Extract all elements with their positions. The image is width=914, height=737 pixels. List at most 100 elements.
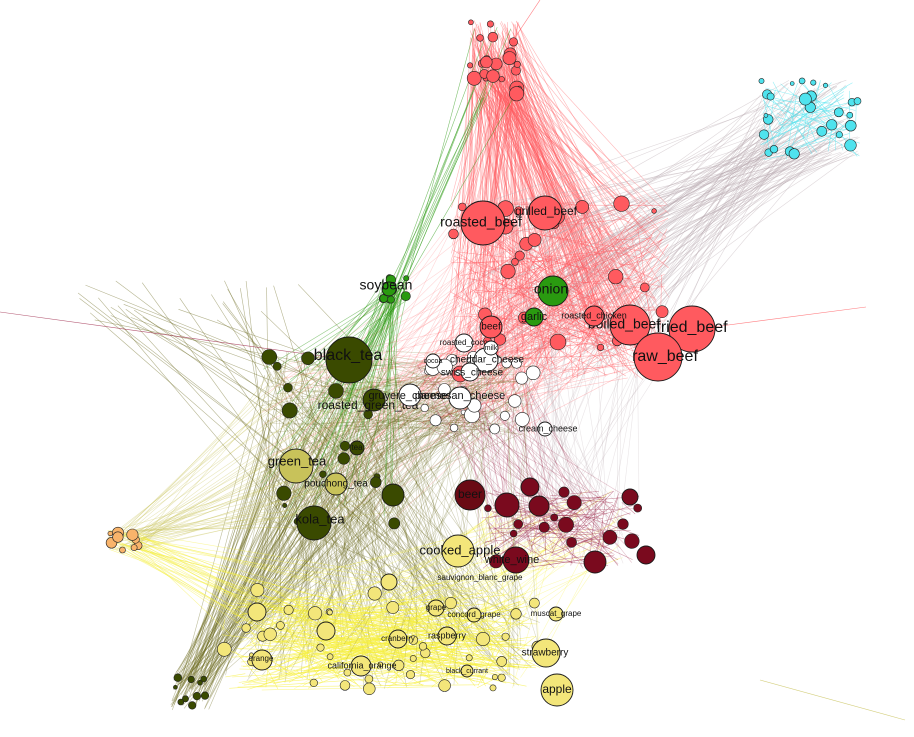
node-tea-dark-2[interactable] [381,483,405,507]
node-pouchong-tea[interactable] [324,472,348,496]
minor-node-7-4[interactable] [337,452,350,465]
minor-node-2-4[interactable] [835,131,843,139]
minor-node-5-6[interactable] [408,635,419,645]
minor-node-2-10[interactable] [758,78,765,84]
node-orange[interactable] [251,649,273,671]
minor-node-9-8[interactable] [200,691,210,700]
node-gruyere-cheese[interactable] [398,383,422,407]
minor-node-6-8[interactable] [112,531,124,543]
node-wine-7[interactable] [621,488,639,506]
node-milk[interactable] [483,340,499,356]
minor-node-1-7[interactable] [655,305,669,319]
node-grilled-beef[interactable] [527,195,563,231]
node-strawberry[interactable] [531,638,561,668]
minor-node-7-10[interactable] [363,409,373,420]
node-swiss-cheese[interactable] [460,362,480,382]
minor-node-9-2[interactable] [177,698,185,706]
node-roasted-green-tea[interactable] [362,388,386,412]
minor-node-4-12[interactable] [602,529,618,545]
node-raspberry[interactable] [437,626,457,646]
minor-node-9-0[interactable] [182,695,189,703]
minor-node-8-8[interactable] [403,275,410,282]
minor-node-6-9[interactable] [130,544,138,551]
minor-node-4-11[interactable] [624,533,640,549]
minor-node-4-9[interactable] [566,495,582,510]
node-parmesan-cheese[interactable] [448,386,472,410]
node-boiled-beef[interactable] [609,304,651,346]
minor-node-3-23[interactable] [420,403,429,413]
minor-node-0-15[interactable] [476,34,484,42]
minor-node-1-3[interactable] [575,200,590,214]
minor-node-5-21[interactable] [444,596,457,609]
node-kola-tea[interactable] [296,505,332,541]
minor-node-5-36[interactable] [363,682,376,695]
minor-node-5-8[interactable] [250,583,265,597]
minor-node-1-12[interactable] [639,282,650,293]
minor-node-5-14[interactable] [475,631,490,646]
minor-node-4-2[interactable] [558,516,574,533]
minor-node-7-7[interactable] [370,476,382,488]
minor-node-5-24[interactable] [343,668,352,677]
node-white-wine[interactable] [502,546,530,574]
minor-node-6-5[interactable] [119,546,126,554]
minor-node-1-4[interactable] [549,333,567,351]
minor-node-5-16[interactable] [418,642,428,651]
node-fruit-2[interactable] [316,621,336,641]
minor-node-7-12[interactable] [272,361,282,371]
node-grape[interactable] [427,599,445,617]
minor-node-5-29[interactable] [405,670,415,680]
minor-node-5-5[interactable] [217,641,232,657]
minor-node-3-15[interactable] [499,410,510,421]
minor-node-4-14[interactable] [509,529,518,538]
minor-node-0-6[interactable] [486,20,494,28]
node-black-currant[interactable] [460,664,474,678]
node-concord-grape[interactable] [466,607,482,623]
minor-node-6-6[interactable] [107,530,113,537]
minor-node-5-9[interactable] [510,608,522,620]
minor-node-9-4[interactable] [192,691,201,701]
minor-node-1-6[interactable] [651,208,657,214]
minor-node-9-6[interactable] [200,675,207,683]
minor-node-4-15[interactable] [566,537,577,548]
minor-node-3-19[interactable] [489,423,501,435]
minor-node-2-7[interactable] [810,79,817,86]
node-beef[interactable] [479,315,503,339]
minor-node-7-5[interactable] [319,470,327,478]
minor-node-9-7[interactable] [173,684,178,690]
minor-node-2-12[interactable] [798,77,806,85]
minor-node-0-2[interactable] [466,71,482,86]
minor-node-5-31[interactable] [501,632,510,641]
minor-node-0-5[interactable] [498,76,505,83]
minor-node-7-3[interactable] [261,349,278,365]
minor-node-9-3[interactable] [173,673,183,682]
node-wine-2[interactable] [494,492,520,518]
node-tea[interactable] [349,440,365,456]
minor-node-5-10[interactable] [377,661,384,667]
minor-node-1-18[interactable] [514,250,525,261]
node-soybean[interactable] [381,281,397,297]
node-cream-cheese[interactable] [537,421,553,437]
minor-node-4-6[interactable] [633,503,643,513]
node-cooked-apple[interactable] [441,534,475,568]
node-black-tea[interactable] [325,336,373,384]
minor-node-1-25[interactable] [500,263,516,279]
minor-node-2-0[interactable] [758,129,770,140]
node-raw-beef[interactable] [633,332,683,382]
minor-node-3-2[interactable] [511,357,522,369]
minor-node-7-17[interactable] [388,517,401,530]
minor-node-7-9[interactable] [276,485,292,501]
node-fruit-3[interactable] [380,573,398,591]
node-roasted-cocoa[interactable] [454,333,474,353]
minor-node-4-7[interactable] [558,486,570,498]
minor-node-5-32[interactable] [309,678,318,688]
minor-node-3-20[interactable] [525,365,541,380]
minor-node-1-14[interactable] [458,202,467,212]
node-california-orange[interactable] [350,655,372,677]
minor-node-1-17[interactable] [527,233,542,247]
minor-node-2-25[interactable] [822,82,828,88]
minor-node-5-30[interactable] [316,643,325,652]
minor-node-5-35[interactable] [465,654,473,662]
minor-node-5-26[interactable] [326,609,333,616]
minor-node-7-14[interactable] [281,402,298,419]
minor-node-2-21[interactable] [763,113,769,118]
